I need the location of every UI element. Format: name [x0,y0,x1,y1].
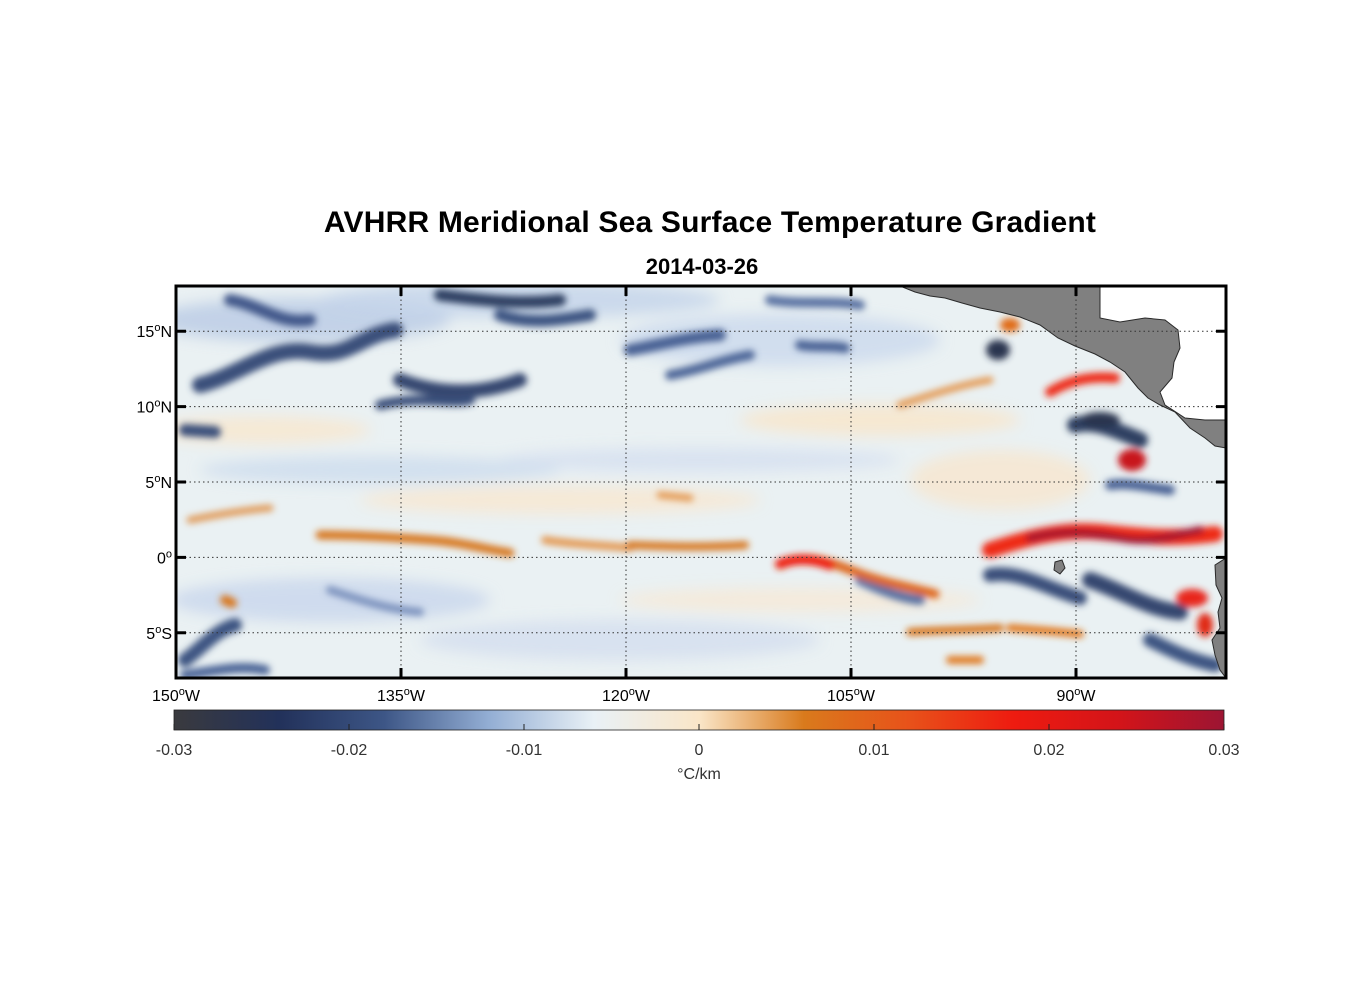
pos-front [1176,589,1208,607]
map-area [176,286,1226,678]
lon-tick-label: 135oW [377,686,426,705]
neg-front [179,424,221,438]
pos-front [220,595,237,608]
neg-front [224,294,316,327]
pos-front [1026,526,1204,545]
land-mass [899,286,1226,678]
lat-tick-label: 10oN [137,398,172,417]
pos-front [315,530,515,558]
colorbar-tick-label: -0.03 [156,742,193,759]
neg-patch [620,314,940,366]
lon-tick-label: 90oW [1056,686,1096,705]
pos-front [1197,613,1213,637]
neg-front [765,295,865,310]
gradient-field-strong [178,289,1223,678]
colorbar-tick-label: -0.02 [331,742,368,759]
neg-front [393,373,527,399]
neg-front [178,618,242,667]
pos-front [626,541,749,551]
neg-front [1080,412,1120,428]
pos-front [186,504,274,524]
neg-front [983,567,1087,605]
colorbar-tick-label: 0.02 [1033,742,1064,759]
neg-patch [500,448,900,472]
central-america-land [899,286,1226,449]
pos-front [541,536,634,552]
colorbar-tick-label: 0.03 [1208,742,1239,759]
pos-front [1045,372,1120,397]
neg-front [434,289,566,309]
lat-tick-label: 5oS [146,624,172,643]
lat-tick-label: 0o [157,548,172,567]
neg-front [180,662,270,678]
neg-front [192,322,403,393]
neg-patch [176,578,490,622]
pos-patch [910,450,1090,510]
neg-front [375,395,475,410]
pos-front [1000,318,1020,332]
lon-tick-label: 105oW [827,686,876,705]
lat-tick-label: 5oN [145,473,172,492]
colorbar-tick-label: -0.01 [506,742,543,759]
neg-front [665,350,755,380]
pos-front [656,491,694,502]
neg-front [624,329,726,356]
galapagos-islands [1053,559,1066,575]
neg-front [1143,633,1222,672]
pos-front [775,554,835,570]
colorbar-tick-label: 0 [695,742,704,759]
pos-patch [360,486,760,514]
map-subtitle: 2014-03-26 [645,254,759,279]
caribbean-sea [1099,286,1226,421]
neg-patch [420,620,820,660]
neg-front [855,575,925,605]
map-title: AVHRR Meridional Sea Surface Temperature… [323,206,1097,239]
longitude-axis: 150oW 135oW 120oW 105oW 90oW [152,286,1096,705]
latitude-axis: 15oN 10oN 5oN 0o 5oS [137,322,1226,643]
pos-patch [740,404,1020,436]
south-america-land [1211,557,1226,678]
neg-front [326,586,424,616]
lon-tick-label: 120oW [602,686,651,705]
pos-front [896,376,994,409]
neg-front [494,309,596,327]
colorbar-tick-label: 0.01 [858,742,889,759]
colorbar-unit-label: °C/km [677,766,721,783]
neg-front [1082,572,1188,620]
lat-tick-label: 15oN [137,322,172,341]
pos-front [1006,624,1084,638]
colorbar: -0.03 -0.02 -0.01 0 0.01 0.02 0.03 °C/km [156,709,1240,783]
neg-patch [200,456,560,484]
lon-tick-label: 150oW [152,686,201,705]
pos-patch [176,416,370,444]
pos-front [1118,449,1146,471]
pos-front [906,624,1004,636]
neg-front [1105,479,1175,495]
neg-front [986,340,1010,360]
neg-front [795,340,850,353]
colorbar-ticks: -0.03 -0.02 -0.01 0 0.01 0.02 0.03 [156,724,1240,759]
